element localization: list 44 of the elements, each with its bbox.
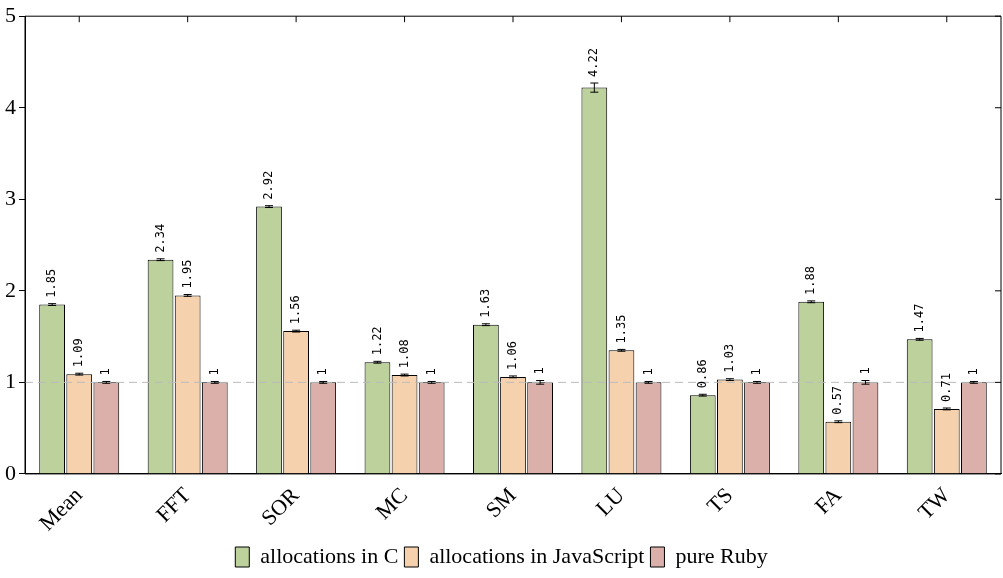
- data-label: 1: [857, 367, 872, 375]
- legend-label: allocations in JavaScript: [429, 542, 645, 568]
- data-label: 1.06: [505, 341, 520, 370]
- x-tick-label: LU: [590, 482, 630, 521]
- data-label: 0.71: [938, 373, 953, 402]
- x-tick-label: SOR: [255, 481, 304, 531]
- data-label: 1: [532, 367, 547, 375]
- y-tick-label: 4: [5, 93, 16, 119]
- legend-label: pure Ruby: [675, 542, 768, 568]
- data-label: 1: [640, 368, 655, 376]
- data-label: 2.92: [261, 170, 276, 200]
- y-tick-label: 0: [5, 459, 16, 485]
- data-label: 0.86: [694, 359, 709, 389]
- data-label: 2.34: [152, 223, 167, 253]
- data-label: 1: [98, 368, 113, 376]
- data-label: 1.03: [722, 343, 737, 373]
- data-label: 1.35: [613, 314, 628, 344]
- data-label: 1: [966, 368, 981, 376]
- x-tick-label: FA: [809, 482, 847, 519]
- data-label: 4.22: [586, 48, 601, 78]
- y-tick-label: 1: [5, 368, 16, 394]
- data-label: 1: [315, 368, 330, 376]
- x-tick-label: MC: [370, 482, 413, 525]
- x-tick-label: TS: [701, 482, 738, 519]
- data-label: 1.22: [369, 326, 384, 356]
- x-tick-label: TW: [912, 482, 955, 525]
- data-label: 1: [423, 368, 438, 376]
- data-label: 1: [206, 368, 221, 376]
- data-label: 1.08: [396, 339, 411, 369]
- data-label: 1.47: [911, 303, 926, 333]
- data-label: 1: [749, 368, 764, 376]
- data-label: 1.88: [803, 265, 818, 295]
- x-tick-label: SM: [480, 482, 521, 523]
- legend-label: allocations in C: [260, 542, 399, 568]
- data-label: 0.57: [830, 385, 845, 415]
- y-tick-label: 2: [5, 276, 16, 302]
- data-label: 1.95: [179, 259, 194, 289]
- y-tick-label: 5: [5, 1, 16, 27]
- data-label: 1.09: [71, 338, 86, 368]
- data-label: 1.63: [478, 288, 493, 318]
- x-tick-label: FFT: [150, 481, 196, 527]
- data-label: 1.85: [44, 268, 59, 298]
- data-label: 1.56: [288, 295, 303, 325]
- y-tick-label: 3: [5, 185, 16, 211]
